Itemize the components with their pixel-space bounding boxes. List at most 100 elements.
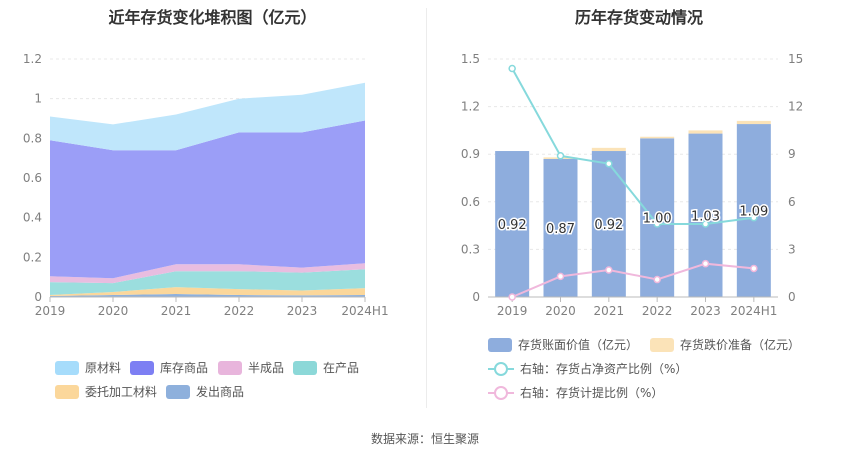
x-tick-label: 2023 (690, 304, 721, 318)
bar-data-label: 0.92 (498, 218, 527, 233)
line-point (701, 259, 710, 268)
legend-item-provision-ratio[interactable]: 右轴：存货计提比例（%） (488, 384, 663, 401)
right-y-tick-label: 12 (788, 100, 803, 114)
bar-impairment-provision (640, 136, 675, 139)
bar-impairment-provision (591, 147, 626, 152)
line-series (511, 68, 754, 225)
legend-swatch (166, 384, 190, 399)
legend-label: 原材料 (85, 361, 122, 375)
legend-item-goods-shipped[interactable]: 发出商品 (166, 383, 244, 400)
legend-label: 存货账面价值（亿元） (518, 338, 639, 352)
legend-swatch (218, 360, 242, 375)
legend-label: 存货跌价准备（亿元） (680, 338, 801, 352)
chart-title: 历年存货变动情况 (574, 8, 703, 27)
line-point (750, 264, 758, 273)
legend-label: 半成品 (248, 361, 285, 375)
line-point (653, 275, 661, 284)
left-y-tick-label: 1.5 (461, 52, 480, 66)
legend-item-semi-finished[interactable]: 半成品 (218, 359, 284, 376)
bar-data-label: 1.03 (691, 209, 720, 224)
left-y-tick-label: 1.2 (461, 100, 480, 114)
line-point (701, 220, 710, 228)
x-tick-label: 2022 (642, 304, 673, 318)
bar-book-value (495, 151, 530, 297)
line-point (508, 293, 516, 301)
x-tick-label: 2022 (224, 304, 255, 318)
legend-line-swatch (488, 385, 514, 400)
y-tick-label: 1.2 (23, 52, 42, 66)
bar-data-label: 0.87 (546, 222, 575, 237)
right-y-tick-label: 3 (788, 242, 796, 256)
bar-impairment-provision (688, 130, 723, 134)
x-tick-label: 2023 (287, 304, 318, 318)
line-series (511, 262, 754, 298)
left-y-tick-label: 0.3 (461, 242, 480, 256)
x-tick-label: 2024H1 (730, 304, 777, 318)
legend-item-work-in-progress[interactable]: 在产品 (293, 359, 359, 376)
left-y-tick-label: 0.9 (461, 147, 480, 161)
legend-label: 库存商品 (160, 361, 209, 375)
area-series (50, 82, 365, 151)
legend-swatch (650, 337, 674, 352)
bar-data-label: 1.09 (739, 205, 768, 220)
stacked-area-chart-panel: 近年存货变化堆积图（亿元） 0 0.2 0.4 0.6 0.8 1 1.2 2019 2020 2… (0, 0, 425, 410)
area-series (50, 269, 365, 295)
x-tick-label: 2019 (35, 304, 66, 318)
line-point (750, 213, 758, 222)
bar-data-label: 1.00 (643, 212, 672, 227)
left-y-tick-label: 0 (472, 290, 480, 304)
y-tick-label: 0.6 (23, 171, 42, 185)
y-tick-label: 1 (34, 92, 42, 106)
legend-item-consigned-materials[interactable]: 委托加工材料 (55, 383, 157, 400)
x-tick-label: 2021 (594, 304, 625, 318)
area-series (50, 120, 365, 279)
right-y-tick-label: 15 (788, 52, 803, 66)
line-point (653, 220, 661, 228)
line-point (605, 266, 613, 274)
legend-item-book-value[interactable]: 存货账面价值（亿元） (488, 336, 638, 353)
legend-swatch (55, 384, 79, 399)
inventory-change-chart-panel: 历年存货变动情况 0 0.3 0.6 0.9 1.2 1.5 0 3 6 9 12 15 2019 202… (428, 0, 850, 410)
line-point (556, 272, 565, 281)
bar-book-value (688, 133, 723, 297)
y-tick-label: 0.2 (23, 250, 42, 264)
line-point (605, 159, 613, 168)
legend-swatch (55, 360, 79, 375)
legend-label: 右轴：存货计提比例（%） (520, 386, 664, 400)
legend-item-finished-goods[interactable]: 库存商品 (130, 359, 208, 376)
legend-label: 发出商品 (196, 385, 245, 399)
panel-divider (426, 8, 427, 408)
data-source-note: 数据来源：恒生聚源 (370, 432, 479, 446)
x-tick-label: 2019 (497, 304, 528, 318)
line-point (556, 152, 565, 160)
bar-line-combo-chart: 0 0.3 0.6 0.9 1.2 1.5 0 3 6 9 12 15 2019 2020 2021 2022… (461, 52, 803, 318)
legend-line-swatch (488, 361, 514, 376)
bar-book-value (640, 138, 675, 297)
x-tick-label: 2021 (161, 304, 192, 318)
y-tick-label: 0 (34, 290, 42, 304)
legend-label: 在产品 (323, 361, 360, 375)
legend-label: 委托加工材料 (85, 385, 158, 399)
bar-data-label: 0.92 (594, 218, 623, 233)
line-point (508, 64, 516, 73)
legend-item-impairment-provision[interactable]: 存货跌价准备（亿元） (650, 336, 800, 353)
area-series (50, 263, 365, 284)
legend-swatch (488, 337, 512, 352)
x-tick-label: 2020 (545, 304, 576, 318)
legend-item-raw-materials[interactable]: 原材料 (55, 359, 121, 376)
stacked-area-chart: 0 0.2 0.4 0.6 0.8 1 1.2 2019 2020 2021 2022 2023 202… (23, 52, 389, 318)
y-tick-label: 0.4 (23, 211, 42, 225)
legend-swatch (293, 360, 317, 375)
right-y-tick-label: 9 (788, 147, 796, 161)
area-series (50, 287, 365, 296)
bar-impairment-provision (736, 120, 771, 125)
legend-swatch (130, 360, 154, 375)
x-tick-label: 2020 (98, 304, 129, 318)
legend-item-inventory-to-net-assets[interactable]: 右轴：存货占净资产比例（%） (488, 360, 687, 377)
left-y-tick-label: 0.6 (461, 195, 480, 209)
right-y-tick-label: 6 (788, 195, 796, 209)
chart-title: 近年存货变化堆积图（亿元） (108, 8, 317, 27)
y-tick-label: 0.8 (23, 131, 42, 145)
x-tick-label: 2024H1 (341, 304, 388, 318)
legend-label: 右轴：存货占净资产比例（%） (520, 362, 688, 376)
